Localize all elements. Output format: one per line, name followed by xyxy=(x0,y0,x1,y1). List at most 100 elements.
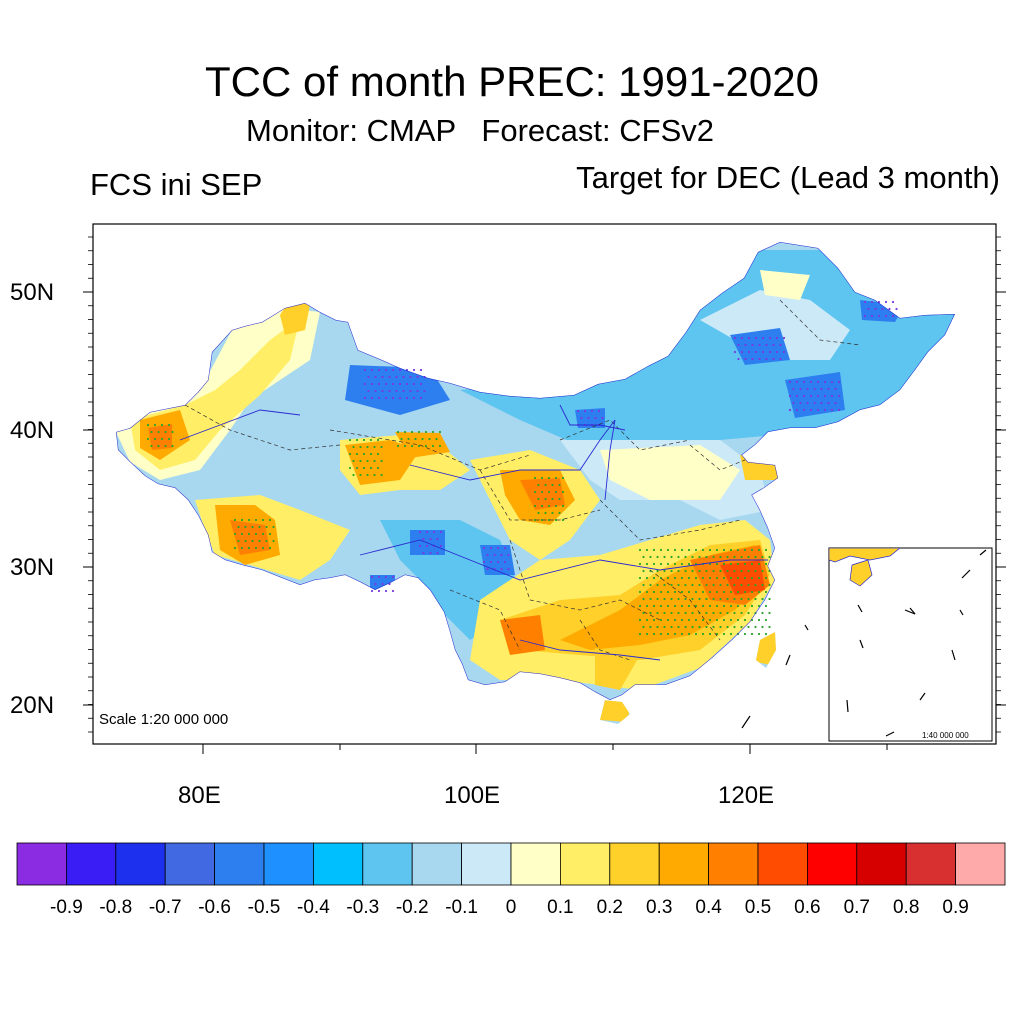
stipple-dot xyxy=(649,555,652,559)
stipple-dot xyxy=(743,548,747,552)
stipple-dot xyxy=(736,604,740,608)
stipple-dot xyxy=(659,632,663,636)
stipple-dot xyxy=(544,511,547,515)
stipple-dot xyxy=(743,590,747,594)
stipple-dot xyxy=(816,394,820,398)
stipple-dot xyxy=(694,590,698,594)
stipple-dot xyxy=(754,555,757,559)
stipple-dot xyxy=(837,394,841,398)
stipple-dot xyxy=(768,611,771,615)
lat-label-50n: 50N xyxy=(10,279,55,306)
stipple-dot xyxy=(764,632,768,636)
stipple-dot xyxy=(705,625,708,629)
stipple-dot xyxy=(233,532,237,536)
stipple-dot xyxy=(352,473,355,477)
colorbar-swatch xyxy=(856,842,907,886)
stipple-dot xyxy=(788,380,792,384)
stipple-dot xyxy=(698,555,701,559)
stipple-dot xyxy=(765,357,768,361)
stipple-dot xyxy=(150,430,153,434)
stipple-dot xyxy=(799,401,802,405)
stipple-dot xyxy=(712,597,715,601)
stipple-dot xyxy=(547,504,551,508)
stipple-dot xyxy=(809,394,813,398)
stipple-dot xyxy=(687,618,691,622)
stipple-dot xyxy=(377,396,381,400)
stipple-dot xyxy=(670,597,673,601)
stipple-dot xyxy=(708,576,712,580)
scale-inset: 1:40 000 000 xyxy=(922,731,969,740)
stipple-dot xyxy=(432,530,436,534)
stipple-dot xyxy=(715,562,719,566)
stipple-dot xyxy=(750,548,754,552)
stipple-dot xyxy=(867,307,870,311)
stipple-dot xyxy=(747,583,750,587)
stipple-dot xyxy=(670,625,673,629)
stipple-dot xyxy=(750,590,754,594)
target-month-label: Target for DEC (Lead 3 month) xyxy=(576,160,1000,195)
stipple-dot xyxy=(416,375,419,379)
stipple-dot xyxy=(409,375,412,379)
stipple-dot xyxy=(743,604,747,608)
stipple-dot xyxy=(768,597,771,601)
stipple-dot xyxy=(751,357,754,361)
stipple-dot xyxy=(391,575,395,579)
stipple-dot xyxy=(547,476,551,480)
stipple-dot xyxy=(764,562,768,566)
stipple-dot xyxy=(396,430,400,434)
map-subtitle: Monitor: CMAP Forecast: CFSv2 xyxy=(246,113,714,148)
stipple-dot xyxy=(673,604,677,608)
stipple-dot xyxy=(171,430,174,434)
stipple-dot xyxy=(422,551,425,555)
stipple-dot xyxy=(830,394,834,398)
stipple-dot xyxy=(673,562,677,566)
stipple-dot xyxy=(827,401,830,405)
stipple-dot xyxy=(659,618,663,622)
stipple-dot xyxy=(645,576,649,580)
stipple-dot xyxy=(750,632,754,636)
stipple-dot xyxy=(533,476,537,480)
stipple-dot xyxy=(370,575,374,579)
stipple-dot xyxy=(701,632,705,636)
stipple-dot xyxy=(638,632,642,636)
stipple-dot xyxy=(744,357,747,361)
stipple-dot xyxy=(680,562,684,566)
stipple-dot xyxy=(666,562,670,566)
stipple-dot xyxy=(666,590,670,594)
stipple-dot xyxy=(652,548,656,552)
stipple-dot xyxy=(583,409,587,413)
scale-main: Scale 1:20 000 000 xyxy=(99,711,229,728)
stipple-dot xyxy=(396,444,400,448)
stipple-dot xyxy=(687,632,691,636)
stipple-dot xyxy=(705,555,708,559)
minor-ticks xyxy=(88,236,1001,733)
stipple-dot xyxy=(712,625,715,629)
stipple-dot xyxy=(429,537,432,541)
stipple-dot xyxy=(167,423,171,427)
stipple-dot xyxy=(708,562,712,566)
stipple-dot xyxy=(587,416,590,420)
stipple-dot xyxy=(348,466,352,470)
stipple-dot xyxy=(694,604,698,608)
colorbar-swatch xyxy=(905,842,957,886)
stipple-dot xyxy=(792,387,795,391)
stipple-dot xyxy=(558,483,561,487)
stipple-dot xyxy=(705,569,708,573)
stipple-dot xyxy=(740,583,743,587)
stipple-dot xyxy=(659,562,663,566)
stipple-dot xyxy=(736,576,740,580)
stipple-dot xyxy=(663,569,666,573)
stipple-dot xyxy=(374,582,377,586)
stipple-dot xyxy=(377,382,381,386)
stipple-dot xyxy=(540,518,544,522)
stipple-dot xyxy=(381,389,384,393)
stipple-dot xyxy=(597,409,601,413)
stipple-dot xyxy=(421,437,424,441)
stipple-dot xyxy=(507,567,510,571)
stipple-dot xyxy=(652,632,656,636)
stipple-dot xyxy=(366,473,369,477)
stipple-dot xyxy=(698,597,701,601)
stipple-dot xyxy=(757,604,761,608)
stipple-dot xyxy=(412,368,416,372)
stipple-dot xyxy=(715,618,719,622)
